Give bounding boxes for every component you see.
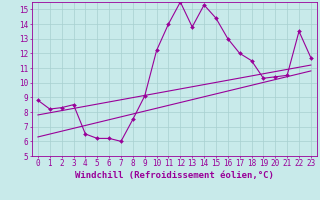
X-axis label: Windchill (Refroidissement éolien,°C): Windchill (Refroidissement éolien,°C): [75, 171, 274, 180]
